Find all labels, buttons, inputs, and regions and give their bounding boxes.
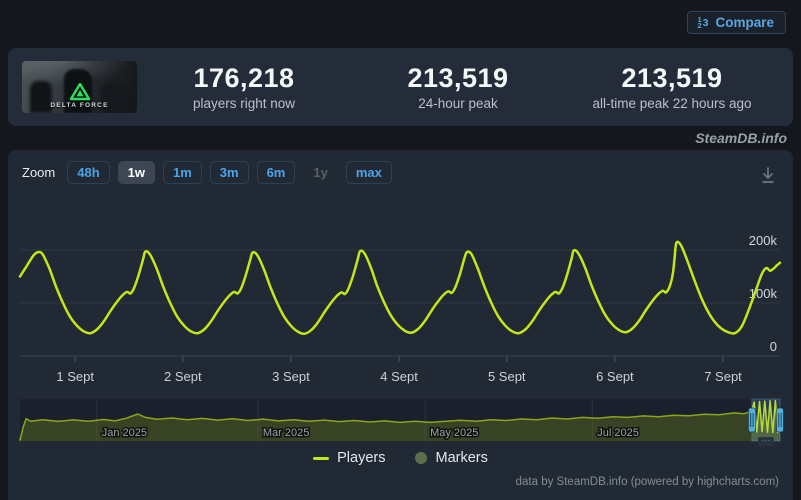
svg-text:3 Sept: 3 Sept [272, 369, 310, 384]
compare-icon-digit: 3 [702, 16, 709, 29]
svg-text:7 Sept: 7 Sept [704, 369, 742, 384]
zoom-toolbar: Zoom 48h 1w 1m 3m 6m 1y max [22, 161, 392, 184]
zoom-range-1w[interactable]: 1w [117, 161, 155, 184]
navigator-chart[interactable]: Jan 2025 Mar 2025 May 2025 Jul 2025 [8, 395, 793, 447]
svg-text:5 Sept: 5 Sept [488, 369, 526, 384]
navigator-scrollbar-grip[interactable]: ⋯ [758, 436, 774, 446]
game-title: DELTA FORCE [50, 102, 109, 109]
zoom-range-1m[interactable]: 1m [162, 161, 202, 184]
svg-text:2 Sept: 2 Sept [164, 369, 202, 384]
zoom-range-6m[interactable]: 6m [256, 161, 296, 184]
stat-label: players right now [192, 96, 296, 111]
legend-item-markers[interactable]: Markers [415, 450, 488, 466]
stat-value: 213,519 [407, 63, 509, 93]
stat-alltime-peak: 213,519 all-time peak 22 hours ago [565, 63, 779, 111]
zoom-range-3m[interactable]: 3m [209, 161, 249, 184]
chart-legend: Players Markers [8, 450, 793, 466]
compare-numbers-icon: 1 2 3 [697, 14, 709, 30]
download-chart-icon[interactable] [757, 164, 779, 186]
highcharts-credit: data by SteamDB.info (powered by highcha… [515, 476, 779, 488]
stat-label: all-time peak 22 hours ago [592, 96, 752, 111]
svg-text:4 Sept: 4 Sept [380, 369, 418, 384]
svg-text:Jan 2025: Jan 2025 [102, 427, 147, 439]
svg-text:Jul 2025: Jul 2025 [597, 427, 639, 439]
capsule-art [64, 69, 92, 113]
compare-icon-digit: 2 [697, 20, 702, 30]
stat-value: 213,519 [621, 63, 723, 93]
stat-players-now: 176,218 players right now [137, 63, 351, 111]
player-stats: 176,218 players right now 213,519 24-hou… [137, 63, 779, 111]
compare-button[interactable]: 1 2 3 Compare [687, 11, 786, 34]
delta-force-triangle-logo [69, 83, 90, 101]
zoom-range-max[interactable]: max [345, 161, 392, 184]
zoom-range-1y[interactable]: 1y [303, 161, 337, 184]
svg-text:0: 0 [770, 339, 777, 354]
compare-button-label: Compare [715, 15, 774, 30]
legend-item-players[interactable]: Players [313, 450, 385, 466]
capsule-art [30, 81, 52, 113]
legend-label: Markers [435, 450, 488, 466]
game-header-card: DELTA FORCE 176,218 players right now 21… [8, 48, 793, 126]
players-line-swatch [313, 456, 330, 460]
steamdb-watermark: SteamDB.info [695, 130, 787, 146]
svg-text:Mar 2025: Mar 2025 [263, 427, 309, 439]
compare-icon-digit: 1 [697, 14, 702, 24]
stat-label: 24-hour peak [418, 96, 498, 111]
svg-text:200k: 200k [749, 233, 778, 248]
svg-text:6 Sept: 6 Sept [596, 369, 634, 384]
stat-24h-peak: 213,519 24-hour peak [351, 63, 565, 111]
markers-dot-swatch [415, 452, 428, 464]
zoom-label: Zoom [22, 165, 56, 180]
zoom-range-48h[interactable]: 48h [67, 161, 110, 184]
svg-text:May 2025: May 2025 [430, 427, 478, 439]
stat-value: 176,218 [193, 63, 295, 93]
legend-label: Players [337, 450, 386, 466]
chart-card: Zoom 48h 1w 1m 3m 6m 1y max 0 100k 200k 1 S… [8, 150, 793, 500]
svg-text:1 Sept: 1 Sept [56, 369, 94, 384]
game-capsule-image[interactable]: DELTA FORCE [22, 61, 137, 113]
capsule-art [101, 83, 127, 113]
